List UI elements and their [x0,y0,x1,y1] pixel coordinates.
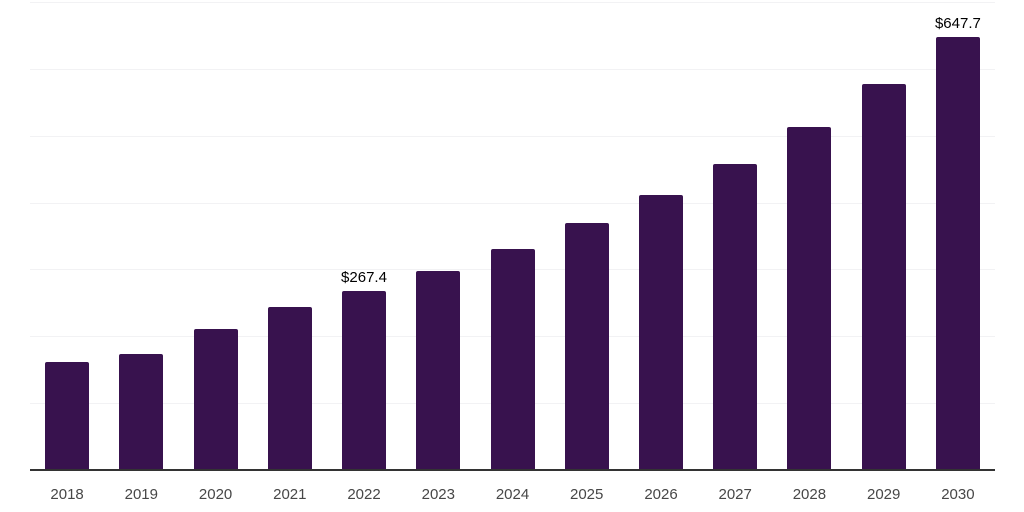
x-tick-label-2021: 2021 [273,486,307,503]
bar-2020 [193,329,238,470]
x-tick-label-2025: 2025 [570,486,604,503]
x-tick-label-2020: 2020 [198,486,233,503]
gridline-600 [30,68,995,70]
bar-2018 [45,362,90,470]
bar-2019 [119,353,164,470]
x-tick-label-2030: 2030 [941,486,975,503]
bar-2030 [935,37,980,470]
x-axis-line [30,469,995,471]
bar-2026 [639,195,683,470]
gridline-400 [30,202,995,204]
bar-2027 [713,164,758,470]
x-tick-label-2029: 2029 [867,486,901,503]
bar-2025 [564,223,609,470]
x-tick-label-2023: 2023 [421,486,455,503]
x-tick-label-2024: 2024 [495,486,530,503]
x-tick-label-2022: 2022 [347,486,381,503]
x-tick-label-2019: 2019 [124,486,158,503]
bar-2022 [342,291,386,470]
gridline-500 [30,135,995,137]
bar-2028 [787,127,832,470]
bar-2029 [861,84,906,470]
bar-2021 [267,307,312,470]
bar-2024 [490,248,535,470]
x-tick-label-2018: 2018 [50,486,84,503]
x-tick-label-2027: 2027 [718,486,752,503]
data-label-2030: $647.7 [934,15,981,32]
gridline-700 [30,2,995,3]
x-tick-label-2026: 2026 [644,486,678,503]
data-label-2022: $267.4 [341,269,387,287]
bar-2023 [416,270,461,470]
x-tick-label-2028: 2028 [792,486,827,503]
